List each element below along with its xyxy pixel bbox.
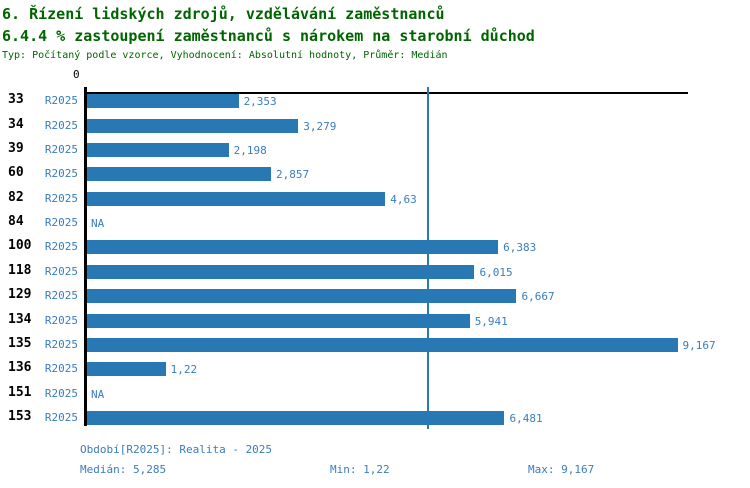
chart-row: 34 R2025 3,279 <box>0 114 750 138</box>
bar-value-label: 2,198 <box>233 144 267 158</box>
bar <box>87 167 272 182</box>
bar <box>87 313 470 328</box>
chart-row: 129 R2025 6,667 <box>0 284 750 308</box>
bar-value-label: 2,857 <box>276 168 310 182</box>
row-period-label: R2025 <box>44 143 78 157</box>
bar <box>87 118 299 133</box>
bar <box>87 410 505 425</box>
row-period-label: R2025 <box>44 118 78 132</box>
footer-min-label: Min: 1,22 <box>330 463 390 476</box>
chart-row: 100 R2025 6,383 <box>0 235 750 259</box>
bar-value-label: 2,353 <box>243 95 277 109</box>
median-line <box>427 87 430 429</box>
row-period-label: R2025 <box>44 410 78 424</box>
bar-value-label: 6,481 <box>509 411 543 425</box>
chart-row: 135 R2025 9,167 <box>0 333 750 357</box>
chart-row: 136 R2025 1,22 <box>0 357 750 381</box>
chart-row: 39 R2025 2,198 <box>0 138 750 162</box>
row-id-label: 82 <box>8 189 24 205</box>
bar-value-label: 6,383 <box>503 241 537 255</box>
chart-row: 33 R2025 2,353 <box>0 89 750 113</box>
row-period-label: R2025 <box>44 216 78 230</box>
row-id-label: 60 <box>8 165 24 181</box>
row-id-label: 84 <box>8 214 24 230</box>
row-id-label: 151 <box>8 384 32 400</box>
bar <box>87 94 239 109</box>
chart-row: 118 R2025 6,015 <box>0 260 750 284</box>
row-period-label: R2025 <box>44 386 78 400</box>
chart-row: 60 R2025 2,857 <box>0 162 750 186</box>
row-id-label: 34 <box>8 116 24 132</box>
chart-row: 134 R2025 5,941 <box>0 309 750 333</box>
bar-value-label: NA <box>91 387 105 401</box>
row-id-label: 118 <box>8 262 32 278</box>
axis-zero-tick-label: 0 <box>73 68 80 81</box>
row-id-label: 136 <box>8 360 32 376</box>
chart-title-line1: 6. Řízení lidských zdrojů, vzdělávání za… <box>2 5 445 23</box>
row-period-label: R2025 <box>44 240 78 254</box>
row-period-label: R2025 <box>44 94 78 108</box>
bar-value-label: 4,63 <box>390 192 417 206</box>
row-period-label: R2025 <box>44 362 78 376</box>
chart-row: 153 R2025 6,481 <box>0 406 750 430</box>
row-period-label: R2025 <box>44 167 78 181</box>
y-axis-line <box>84 87 87 426</box>
bar <box>87 362 166 377</box>
bar-value-label: 3,279 <box>303 119 337 133</box>
bar-value-label: 1,22 <box>170 363 198 377</box>
footer-max-label: Max: 9,167 <box>528 463 595 476</box>
chart-row: 151 R2025 NA <box>0 382 750 406</box>
bar <box>87 337 678 352</box>
bar <box>87 289 517 304</box>
bar <box>87 264 475 279</box>
row-id-label: 135 <box>8 335 32 351</box>
footer-period-label: Období[R2025]: Realita - 2025 <box>80 443 273 456</box>
bar <box>87 191 386 206</box>
bar <box>87 143 229 158</box>
bar-value-label: 6,667 <box>521 290 555 304</box>
bar <box>87 240 499 255</box>
row-id-label: 129 <box>8 287 32 303</box>
row-id-label: 39 <box>8 141 24 157</box>
row-id-label: 153 <box>8 408 32 424</box>
footer-median-label: Medián: 5,285 <box>80 463 167 476</box>
bar-value-label: NA <box>91 217 105 231</box>
chart-row: 84 R2025 NA <box>0 211 750 235</box>
chart-title-line2: 6.4.4 % zastoupení zaměstnanců s nárokem… <box>2 27 535 45</box>
row-id-label: 33 <box>8 92 24 108</box>
row-id-label: 134 <box>8 311 32 327</box>
chart-subtitle: Typ: Počítaný podle vzorce, Vyhodnocení:… <box>2 50 448 61</box>
x-axis-line <box>84 92 688 94</box>
bar-value-label: 9,167 <box>682 338 716 352</box>
row-period-label: R2025 <box>44 289 78 303</box>
bar-value-label: 5,941 <box>474 314 508 328</box>
row-period-label: R2025 <box>44 191 78 205</box>
chart-row: 82 R2025 4,63 <box>0 187 750 211</box>
bar-value-label: 6,015 <box>479 265 513 279</box>
row-period-label: R2025 <box>44 313 78 327</box>
row-period-label: R2025 <box>44 337 78 351</box>
row-id-label: 100 <box>8 238 32 254</box>
row-period-label: R2025 <box>44 264 78 278</box>
